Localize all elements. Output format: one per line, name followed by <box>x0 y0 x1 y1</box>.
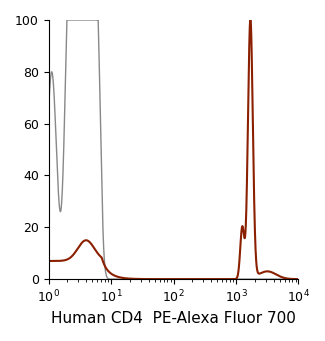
X-axis label: Human CD4  PE-Alexa Fluor 700: Human CD4 PE-Alexa Fluor 700 <box>51 311 296 326</box>
